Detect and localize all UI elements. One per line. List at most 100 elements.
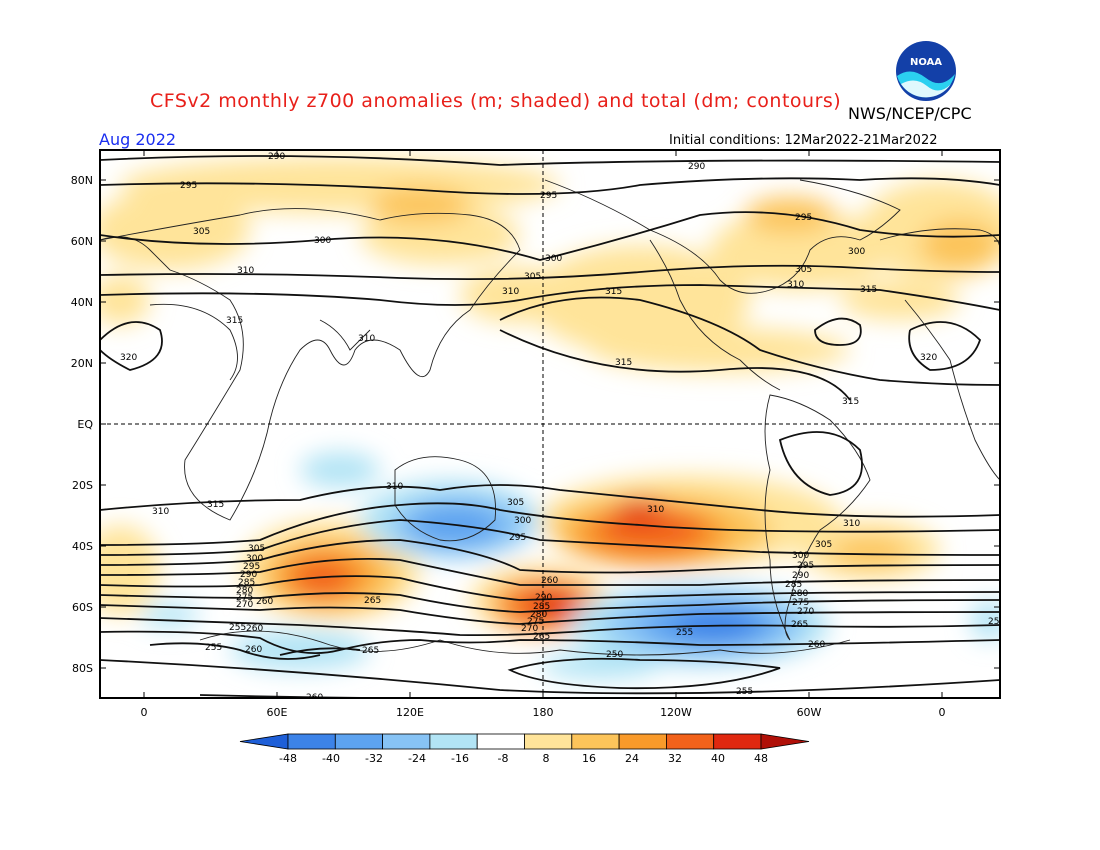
- noaa-logo: NOAA: [896, 41, 956, 101]
- colorbar: [239, 733, 810, 750]
- contour-label: 265: [362, 646, 379, 656]
- contour-label: 295: [795, 213, 812, 223]
- map-title: CFSv2 monthly z700 anomalies (m; shaded)…: [150, 90, 842, 112]
- contour-label: 265: [364, 596, 381, 606]
- contour-label: 305: [193, 227, 210, 237]
- colorbar-segment: [571, 733, 620, 750]
- contour-label: 290: [792, 571, 809, 581]
- colorbar-label: -24: [408, 752, 426, 765]
- contour-label: 290: [268, 152, 285, 162]
- colorbar-segment: [334, 733, 383, 750]
- lat-label: 40S: [72, 540, 93, 553]
- contour-label: 295: [509, 533, 526, 543]
- coastlines: [100, 179, 1000, 656]
- colorbar-arrow-right: [760, 733, 810, 750]
- contour-label: 305: [524, 272, 541, 282]
- lat-label: 20N: [71, 357, 93, 370]
- contour-label: 285: [238, 578, 255, 588]
- height-contours: [100, 155, 1000, 698]
- colorbar-segment: [713, 733, 762, 750]
- contour-label: 255: [676, 628, 693, 638]
- lat-label: 60N: [71, 235, 93, 248]
- contour-label: 310: [152, 507, 169, 517]
- contour-label: 320: [920, 353, 937, 363]
- contour-label: 280: [236, 586, 253, 596]
- colorbar-label: 40: [711, 752, 725, 765]
- contour-label: 260: [808, 640, 825, 650]
- forecast-month: Aug 2022: [99, 130, 177, 149]
- colorbar-label: 24: [625, 752, 639, 765]
- colorbar-segment: [476, 733, 525, 750]
- contour-label: 275: [527, 617, 544, 627]
- contour-label: 315: [226, 316, 243, 326]
- contour-label: 265: [533, 632, 550, 642]
- contour-label: 300: [514, 516, 531, 526]
- lon-label: 60W: [797, 706, 822, 719]
- contour-label: 260: [246, 624, 263, 634]
- colorbar-segment: [287, 733, 336, 750]
- colorbar-label: 32: [668, 752, 682, 765]
- lon-label: 60E: [267, 706, 288, 719]
- contour-labels: 290 295 305 300 310 315 320 310 295 305 …: [120, 152, 1000, 703]
- contour-label: 285: [533, 602, 550, 612]
- contour-label: 300: [848, 247, 865, 257]
- contour-label: 280: [530, 610, 547, 620]
- lat-label: 80N: [71, 174, 93, 187]
- contour-label: 305: [248, 544, 265, 554]
- contour-label: 265: [791, 620, 808, 630]
- colorbar-label: -8: [498, 752, 509, 765]
- colorbar-label: -16: [451, 752, 469, 765]
- lat-label: EQ: [77, 418, 93, 431]
- contour-label: 295: [180, 181, 197, 191]
- contour-label: 315: [860, 285, 877, 295]
- contour-label: 310: [843, 519, 860, 529]
- contour-label: 270: [236, 600, 253, 610]
- contour-label: 300: [545, 254, 562, 264]
- contour-label: 310: [647, 505, 664, 515]
- colorbar-arrow-left: [239, 733, 289, 750]
- contour-label: 305: [815, 540, 832, 550]
- contour-label: 300: [246, 554, 263, 564]
- contour-label: 315: [615, 358, 632, 368]
- contour-label: 295: [797, 561, 814, 571]
- lon-label: 120W: [660, 706, 692, 719]
- contour-label: 295: [243, 562, 260, 572]
- noaa-logo-text: NOAA: [910, 57, 942, 68]
- lon-label: 0: [141, 706, 148, 719]
- contour-label: 260: [306, 693, 323, 703]
- contour-label: 270: [521, 624, 538, 634]
- contour-label: 315: [842, 397, 859, 407]
- lat-labels: 80N 60N 40N 20N EQ 20S 40S 60S 80S: [71, 174, 94, 675]
- agency-label: NWS/NCEP/CPC: [848, 104, 972, 123]
- lon-labels: 0 60E 120E 180 120W 60W 0: [141, 706, 946, 719]
- contour-label: 295: [540, 191, 557, 201]
- colorbar-label: 8: [543, 752, 550, 765]
- contour-label: 280: [791, 589, 808, 599]
- initial-conditions: Initial conditions: 12Mar2022-21Mar2022: [669, 133, 938, 148]
- colorbar-segment: [666, 733, 715, 750]
- contour-label: 260: [245, 645, 262, 655]
- colorbar-label: 16: [582, 752, 596, 765]
- contour-label: 315: [605, 287, 622, 297]
- colorbar-label: -32: [365, 752, 383, 765]
- colorbar-segment: [618, 733, 667, 750]
- colorbar-segment: [382, 733, 431, 750]
- contour-label: 310: [386, 482, 403, 492]
- lat-label: 80S: [72, 662, 93, 675]
- contour-label: 310: [358, 334, 375, 344]
- tick-marks: [100, 150, 1000, 698]
- contour-label: 320: [120, 353, 137, 363]
- contour-label: 310: [237, 266, 254, 276]
- lat-label: 40N: [71, 296, 93, 309]
- colorbar-segment: [524, 733, 573, 750]
- contour-label: 260: [541, 576, 558, 586]
- colorbar-label: 48: [754, 752, 768, 765]
- contour-label: 250: [606, 650, 623, 660]
- contour-label: 310: [787, 280, 804, 290]
- contour-label: 310: [502, 287, 519, 297]
- lat-label: 60S: [72, 601, 93, 614]
- colorbar-label: -40: [322, 752, 340, 765]
- contour-label: 255: [229, 623, 246, 633]
- contour-label: 255: [205, 643, 222, 653]
